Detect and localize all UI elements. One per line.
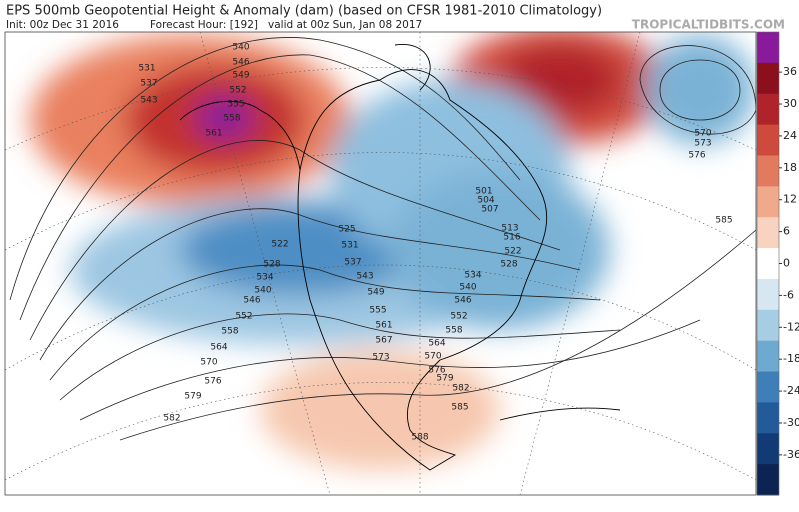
colorbar-tick-label: 30 (783, 97, 797, 110)
valid-time: valid at 00z Sun, Jan 08 2017 (268, 19, 422, 31)
contour-label: 558 (223, 114, 240, 124)
contour-label: 564 (210, 343, 227, 353)
contour-label: 549 (367, 288, 384, 298)
colorbar-swatch (757, 124, 779, 156)
map-area: 5315375435405465495525555585615225285345… (5, 32, 756, 495)
contour-label: 579 (436, 374, 453, 384)
height-contours (9, 37, 756, 441)
contour-label: 531 (138, 64, 155, 74)
colorbar-swatch (757, 186, 779, 218)
colorbar-swatch (757, 248, 779, 280)
contour-label: 537 (344, 258, 361, 268)
contour-label: 555 (369, 306, 386, 316)
colorbar-swatch (757, 278, 779, 311)
contour-label: 522 (271, 240, 288, 250)
contour-label: 552 (235, 312, 252, 322)
contour-label: 534 (256, 273, 273, 283)
colorbar-tick-label: 36 (783, 65, 797, 78)
contour-label: 570 (200, 358, 217, 368)
contour-label: 558 (221, 327, 238, 337)
contour-label: 573 (372, 353, 389, 363)
contour-label: 561 (375, 321, 392, 331)
contour-label: 534 (464, 271, 481, 281)
contour-label: 585 (715, 216, 732, 226)
colorbar-swatch (757, 93, 779, 126)
contour-label: 582 (163, 414, 180, 424)
contour-label: 588 (411, 433, 428, 443)
contour-label: 528 (263, 260, 280, 270)
contour-label: 504 (477, 196, 494, 206)
colorbar-swatch (757, 371, 779, 403)
colorbar-swatch (757, 217, 779, 249)
colorbar-tick-label: 0 (783, 257, 790, 270)
contour-label: 540 (254, 286, 271, 296)
contour-label: 522 (504, 247, 521, 257)
contour-label: 507 (481, 205, 498, 215)
colorbar-swatch (757, 62, 779, 95)
coastlines (179, 44, 621, 471)
contour-label: 546 (454, 296, 471, 306)
colorbar-swatch (757, 155, 779, 187)
colorbar-swatch (757, 402, 779, 434)
colorbar-tick-label: -12 (783, 320, 799, 333)
contour-label: 552 (229, 86, 246, 96)
graticule (5, 32, 756, 495)
colorbar-tick-label: 12 (783, 193, 797, 206)
contour-label: 585 (451, 403, 468, 413)
contour-label: 570 (424, 352, 441, 362)
colorbar-swatch (757, 32, 779, 64)
contour-label: 546 (243, 296, 260, 306)
contour-label: 525 (338, 225, 355, 235)
colorbar-tick-label: -24 (783, 384, 799, 397)
contour-label: 564 (428, 339, 445, 349)
contour-label: 531 (341, 241, 358, 251)
contour-label: 576 (428, 366, 445, 376)
contour-label: 561 (205, 129, 222, 139)
anomaly-shading (30, 32, 755, 470)
contour-label: 540 (232, 43, 249, 53)
contour-label: 513 (501, 224, 518, 234)
contour-label: 555 (227, 100, 244, 110)
contour-label: 549 (232, 71, 249, 81)
contour-label: 501 (475, 187, 492, 197)
contour-label: 537 (140, 79, 157, 89)
contour-label: 573 (694, 139, 711, 149)
contour-labels: 5315375435405465495525555585615225285345… (138, 43, 732, 443)
forecast-hour: Forecast Hour: [192] (150, 19, 258, 31)
contour-label: 579 (184, 392, 201, 402)
colorbar-tick-label: 24 (783, 129, 797, 142)
contour-label: 558 (445, 326, 462, 336)
colorbar-tick-label: -6 (783, 288, 794, 301)
colorbar-tick-label: -18 (783, 352, 799, 365)
contour-label: 552 (450, 312, 467, 322)
contour-label: 516 (503, 233, 520, 243)
title: EPS 500mb Geopotential Height & Anomaly … (6, 4, 602, 19)
contour-label: 528 (500, 260, 517, 270)
contour-label: 570 (694, 129, 711, 139)
contour-label: 576 (688, 151, 705, 161)
contour-label: 543 (356, 272, 373, 282)
map-frame (4, 31, 757, 496)
contour-label: 576 (204, 377, 221, 387)
colorbar-swatch (757, 433, 779, 465)
init-time: Init: 00z Dec 31 2016 (6, 19, 119, 31)
contour-label: 582 (452, 384, 469, 394)
colorbar-swatch (757, 340, 779, 373)
contour-label: 567 (375, 336, 392, 346)
colorbar: 36 30 24 18 12 6 0 -6 -12 -18 -24 -30 -36 (756, 31, 799, 496)
colorbar-tick-label: 18 (783, 161, 797, 174)
colorbar-tick-label: 6 (783, 225, 790, 238)
contour-label: 543 (140, 96, 157, 106)
brand: TROPICALTIDBITS.COM (632, 18, 785, 32)
colorbar-tick-label: -36 (783, 448, 799, 461)
colorbar-swatch (757, 309, 779, 342)
contour-label: 546 (232, 58, 249, 68)
contour-label: 540 (459, 283, 476, 293)
colorbar-tick-label: -30 (783, 416, 799, 429)
colorbar-swatch (757, 464, 779, 496)
